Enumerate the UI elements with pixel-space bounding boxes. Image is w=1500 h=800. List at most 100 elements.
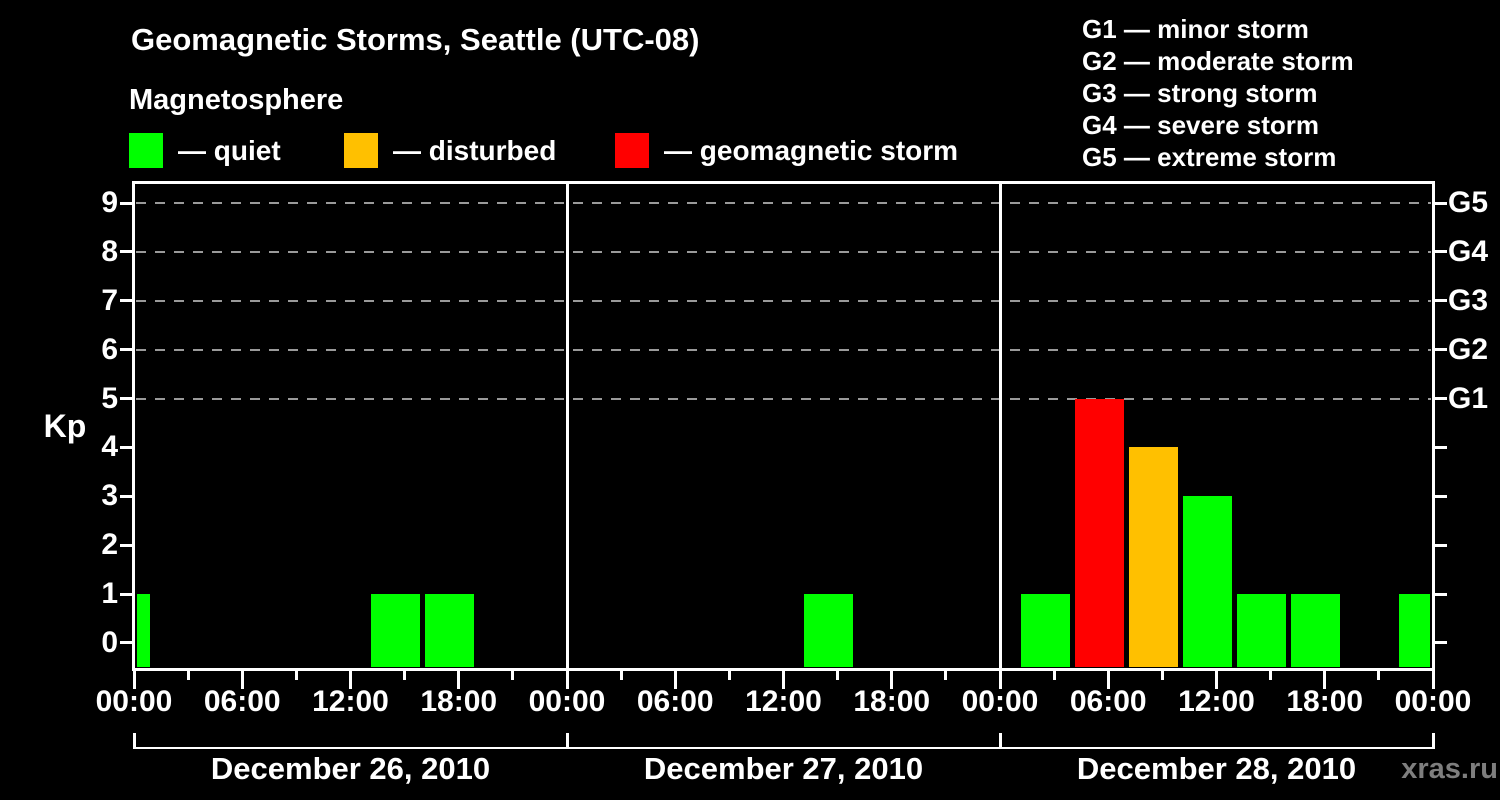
time-label: 18:00: [853, 685, 931, 718]
date-label: December 26, 2010: [210, 751, 491, 786]
g-level-label-g3: G3: [1448, 283, 1489, 317]
kp-axis-label: Kp: [43, 408, 87, 444]
disturbed-swatch: [344, 133, 378, 168]
y-tick-left: [120, 250, 134, 254]
time-label: 00:00: [528, 685, 606, 718]
x-tick-major: [1106, 670, 1110, 689]
x-tick-minor: [619, 670, 623, 680]
date-label: December 27, 2010: [643, 751, 924, 786]
time-label: 12:00: [745, 685, 822, 718]
storm-scale-line-g4: G4 — severe storm: [1082, 110, 1320, 140]
g-level-label-g5: G5: [1448, 186, 1489, 220]
y-tick-label: 7: [101, 283, 118, 317]
y-tick-left: [120, 397, 134, 401]
kp-bar-disturbed: [1128, 447, 1178, 667]
gridline-g4: [136, 250, 1431, 253]
y-tick-label: 3: [101, 479, 118, 513]
y-tick-left: [120, 201, 134, 205]
x-tick-major: [673, 670, 677, 689]
x-tick-major: [1431, 670, 1435, 689]
x-tick-minor: [1052, 670, 1056, 680]
time-label: 06:00: [203, 685, 281, 718]
y-tick-right: [1433, 592, 1447, 596]
gridline-g5: [136, 202, 1431, 205]
time-label: 12:00: [312, 685, 389, 718]
y-tick-label: 6: [101, 332, 118, 366]
kp-bar-quiet: [425, 594, 475, 667]
kp-bar-storm: [1074, 398, 1124, 667]
time-label: 06:00: [1069, 685, 1147, 718]
y-tick-label: 1: [101, 577, 118, 611]
x-tick-minor: [294, 670, 298, 680]
watermark-xras-ru: xras.ru: [1401, 753, 1498, 785]
day-bracket: [134, 747, 1433, 749]
y-tick-right: [1433, 397, 1447, 401]
kp-bar-quiet: [136, 594, 150, 667]
y-tick-right: [1433, 641, 1447, 645]
kp-bar-quiet: [1291, 594, 1341, 667]
gridline-g1: [136, 397, 1431, 400]
y-tick-left: [120, 299, 134, 303]
y-tick-right: [1433, 348, 1447, 352]
time-label: 12:00: [1178, 685, 1255, 718]
time-label: 06:00: [636, 685, 714, 718]
kp-bar-quiet: [1399, 594, 1431, 667]
x-tick-major: [1215, 670, 1218, 689]
x-tick-major: [349, 670, 352, 689]
y-tick-right: [1433, 543, 1447, 547]
y-tick-right: [1433, 494, 1447, 498]
y-tick-left: [120, 543, 134, 547]
y-tick-label: 5: [101, 381, 118, 415]
gridline-g3: [136, 299, 1431, 302]
g-level-label-g1: G1: [1448, 381, 1489, 415]
x-tick-major: [890, 670, 894, 689]
day-bracket-tick: [133, 733, 136, 749]
plot-frame: [132, 181, 1435, 671]
gridline-g2: [136, 348, 1431, 351]
chart-subtitle: Magnetosphere: [129, 84, 344, 116]
day-bracket-tick: [1432, 733, 1435, 749]
g-level-label-g2: G2: [1448, 332, 1489, 366]
y-tick-right: [1433, 250, 1447, 254]
x-tick-minor: [1160, 670, 1164, 680]
storm-scale-legend: G1 — minor storm G2 — moderate storm G3 — …: [1082, 13, 1354, 173]
y-tick-left: [120, 445, 134, 449]
x-tick-major: [782, 670, 785, 689]
y-tick-label: 0: [101, 625, 118, 659]
y-tick-label: 9: [101, 186, 118, 220]
x-tick-minor: [403, 670, 407, 680]
x-tick-major: [1323, 670, 1327, 689]
storm-scale-line-g1: G1 — minor storm: [1082, 14, 1309, 44]
kp-bar-quiet: [804, 594, 854, 667]
x-tick-major: [457, 670, 461, 689]
y-tick-left: [120, 348, 134, 352]
x-tick-minor: [1377, 670, 1381, 680]
x-tick-minor: [186, 670, 190, 680]
time-label: 00:00: [961, 685, 1039, 718]
x-tick-minor: [836, 670, 840, 680]
panel-divider: [998, 183, 1002, 689]
time-label: 00:00: [95, 685, 173, 718]
y-tick-left: [120, 641, 134, 645]
legend-label-disturbed: — disturbed: [393, 135, 557, 166]
y-tick-label: 8: [101, 234, 118, 268]
time-label: 18:00: [1286, 685, 1364, 718]
storm-scale-line-g3: G3 — strong storm: [1082, 78, 1318, 108]
x-tick-minor: [1269, 670, 1273, 680]
y-tick-right: [1433, 445, 1447, 449]
x-tick-major: [240, 670, 244, 689]
chart-title: Geomagnetic Storms, Seattle (UTC-08): [131, 22, 700, 57]
storm-scale-line-g2: G2 — moderate storm: [1082, 46, 1354, 76]
quiet-swatch: [129, 133, 163, 168]
day-bracket-tick: [566, 733, 569, 749]
y-tick-right: [1433, 201, 1447, 205]
x-tick-minor: [511, 670, 515, 680]
kp-bar-quiet: [1182, 496, 1233, 667]
legend-label-quiet: — quiet: [178, 135, 281, 166]
y-tick-right: [1433, 299, 1447, 303]
x-tick-minor: [944, 670, 948, 680]
time-label: 18:00: [420, 685, 498, 718]
panel-divider: [565, 183, 569, 689]
y-tick-left: [120, 494, 134, 498]
